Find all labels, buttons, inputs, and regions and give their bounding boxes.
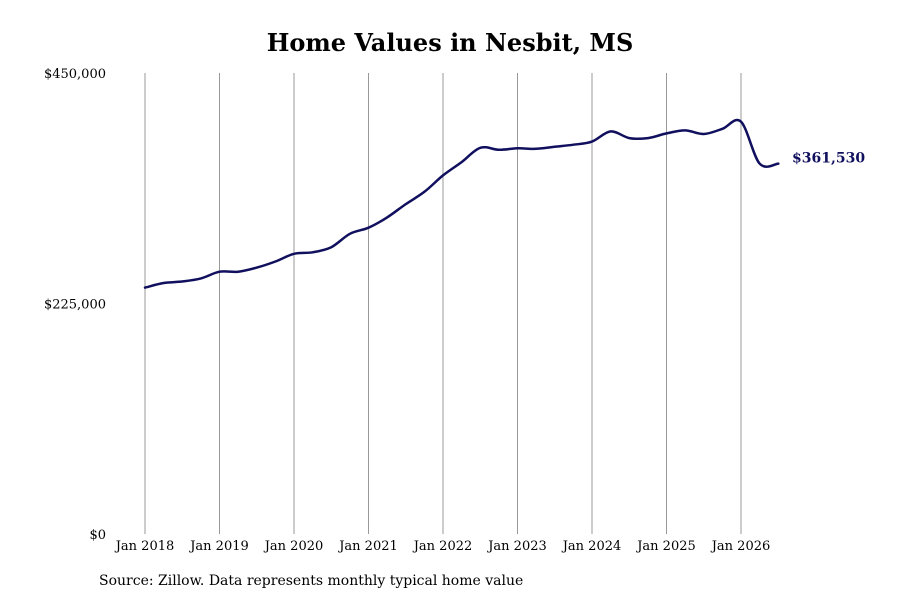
x-tick-label: Jan 2024 xyxy=(561,539,622,554)
vertical-gridlines xyxy=(144,73,742,534)
y-tick-label: $450,000 xyxy=(44,67,106,82)
x-tick-label: Jan 2018 xyxy=(114,539,175,554)
x-tick-label: Jan 2022 xyxy=(412,539,473,554)
x-axis-tick-labels: Jan 2018 Jan 2019 Jan 2020 Jan 2021 Jan 2022… xyxy=(114,539,771,554)
y-axis-tick-labels: $0 $225,000 $450,000 xyxy=(44,67,106,543)
x-tick-label: Jan 2020 xyxy=(263,539,324,554)
x-tick-label: Jan 2026 xyxy=(710,539,771,554)
end-value-label: $361,530 xyxy=(792,151,865,167)
chart-title: Home Values in Nesbit, MS xyxy=(266,28,634,57)
x-tick-label: Jan 2021 xyxy=(337,539,398,554)
source-note: Source: Zillow. Data represents monthly … xyxy=(99,573,524,589)
y-tick-label: $0 xyxy=(89,528,106,543)
series-line xyxy=(143,118,780,289)
x-tick-label: Jan 2019 xyxy=(188,539,249,554)
x-tick-label: Jan 2025 xyxy=(635,539,696,554)
y-tick-label: $225,000 xyxy=(44,298,106,313)
x-tick-label: Jan 2023 xyxy=(486,539,547,554)
